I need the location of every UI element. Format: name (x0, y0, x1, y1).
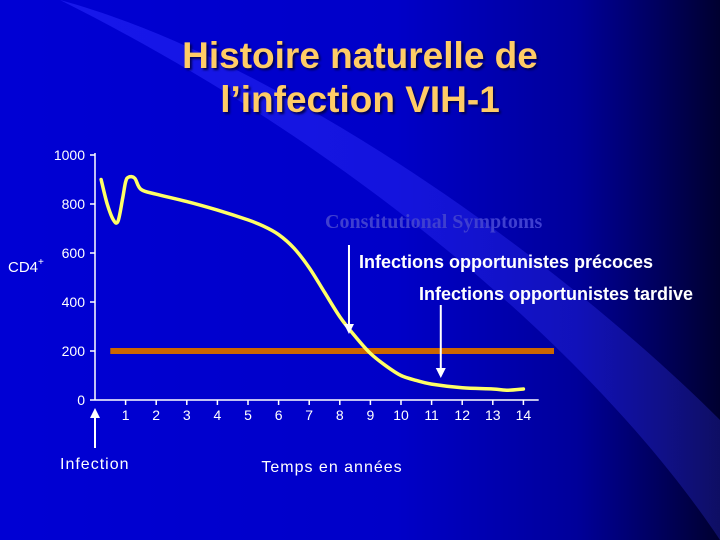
infection-arrowhead (90, 408, 100, 418)
x-tick-label: 9 (367, 407, 375, 423)
x-tick-label: 5 (244, 407, 252, 423)
early-infections-label: Infections opportunistes précoces (359, 252, 653, 272)
infection-label: Infection (60, 456, 129, 473)
constitutional-symptoms-label: Constitutional Symptoms (325, 211, 542, 233)
x-tick-label: 3 (183, 407, 191, 423)
x-tick-label: 14 (516, 407, 532, 423)
x-tick-label: 11 (424, 407, 439, 423)
annotations: Infection Constitutional Symptoms Infectio… (60, 211, 693, 473)
y-tick-label: 600 (62, 245, 86, 261)
y-tick-label: 1000 (54, 147, 85, 163)
x-tick-label: 4 (214, 407, 222, 423)
y-axis-label-main: CD4 (8, 259, 38, 276)
x-tick-label: 2 (152, 407, 160, 423)
x-tick-label: 12 (454, 407, 470, 423)
late-infections-arrowhead (435, 368, 446, 378)
cd4-curve (99, 174, 526, 392)
slide-title-line-2: l’infection VIH-1 (220, 79, 500, 120)
x-tick-label: 10 (393, 407, 409, 423)
y-tick-label: 0 (77, 392, 85, 408)
x-tick-label: 6 (275, 407, 283, 423)
axes (94, 153, 539, 401)
x-axis-label: Temps en années (261, 459, 402, 476)
x-tick-label: 13 (485, 407, 501, 423)
late-infections-label: Infections opportunistes tardive (419, 284, 693, 304)
y-tick-label: 800 (62, 196, 86, 212)
y-axis-label-superscript: + (38, 257, 44, 268)
slide-title-line-1: Histoire naturelle de (182, 35, 538, 76)
early-infections-arrowhead (343, 324, 354, 334)
x-tick-label: 7 (305, 407, 313, 423)
x-tick-label: 1 (122, 407, 130, 423)
y-axis-label: CD4+ (8, 257, 44, 276)
y-tick-label: 200 (62, 343, 86, 359)
x-tick-label: 8 (336, 407, 344, 423)
y-tick-label: 400 (62, 294, 86, 310)
